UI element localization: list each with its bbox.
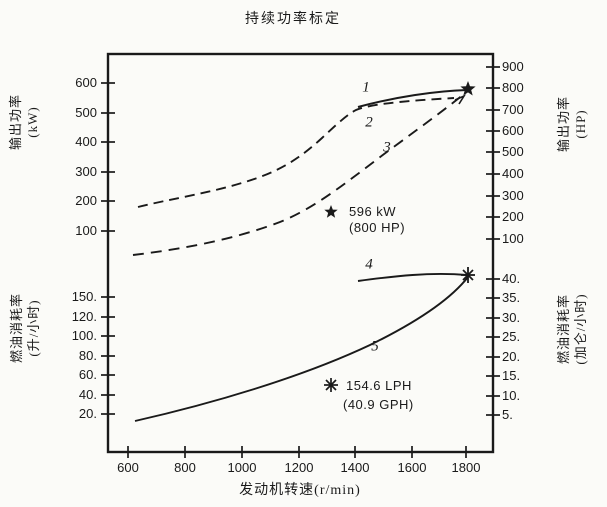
- plot-frame: [106, 52, 495, 454]
- tick-label-left_power-5: 100: [75, 223, 97, 238]
- tick-label-right_power-2: 700: [502, 102, 524, 117]
- tick-label-right_fuel-1: 35.: [502, 290, 521, 305]
- tick-label-right_power-5: 400: [502, 166, 524, 181]
- axis-title-left-fuel-name: 燃油消耗率: [9, 293, 24, 364]
- legend-star-icon: [324, 205, 338, 218]
- curve-4-label: 4: [365, 256, 373, 273]
- tick-label-x-3: 1200: [284, 460, 314, 475]
- curve-5-solid: [134, 276, 469, 422]
- tick-label-right_fuel-7: 5.: [502, 407, 513, 422]
- tick-label-right_fuel-6: 10.: [502, 388, 521, 403]
- tick-label-left_fuel-2: 100.: [71, 328, 97, 343]
- fuel-rating-alt-value: (40.9 GPH): [343, 397, 414, 412]
- tick-label-left_fuel-5: 40.: [78, 387, 97, 402]
- tick-label-x-5: 1600: [397, 460, 427, 475]
- power-rating-value: 596 kW: [349, 204, 397, 219]
- tick-label-right_fuel-4: 20.: [502, 349, 521, 364]
- legend-asterisk-icon: [324, 378, 338, 392]
- curve-2-label: 2: [365, 114, 373, 131]
- tick-label-x-6: 1800: [451, 460, 481, 475]
- tick-marks: [101, 66, 500, 458]
- tick-label-left_fuel-6: 20.: [78, 406, 97, 421]
- tick-label-x-2: 1000: [227, 460, 257, 475]
- tick-label-left_power-3: 300: [75, 164, 97, 179]
- tick-label-left_fuel-0: 150.: [71, 289, 97, 304]
- tick-label-right_power-1: 800: [502, 80, 524, 95]
- curve-1-solid: [357, 89, 468, 108]
- curve-3-label: 3: [383, 139, 391, 156]
- tick-label-right_power-7: 200: [502, 209, 524, 224]
- curve-3-dashed: [132, 93, 465, 256]
- tick-label-right_fuel-2: 30.: [502, 310, 521, 325]
- axis-title-right-power-unit: (HP): [573, 109, 588, 139]
- tick-label-left_power-2: 400: [75, 134, 97, 149]
- tick-label-x-4: 1400: [340, 460, 370, 475]
- star-marker-icon: [460, 81, 476, 96]
- tick-label-left_power-1: 500: [75, 105, 97, 120]
- tick-label-right_fuel-0: 40.: [502, 271, 521, 286]
- tick-label-left_power-4: 200: [75, 193, 97, 208]
- tick-label-right_power-3: 600: [502, 123, 524, 138]
- tick-label-right_power-8: 100: [502, 231, 524, 246]
- tick-label-right_fuel-3: 25.: [502, 329, 521, 344]
- fuel-rating-value: 154.6 LPH: [346, 378, 412, 393]
- tick-label-x-0: 600: [117, 460, 139, 475]
- tick-label-right_power-6: 300: [502, 188, 524, 203]
- tick-label-left_fuel-1: 120.: [71, 309, 97, 324]
- curve-5-label: 5: [371, 338, 379, 355]
- tick-label-left_power-0: 600: [75, 75, 97, 90]
- curve-1-label: 1: [362, 79, 370, 96]
- tick-label-right_power-0: 900: [502, 59, 524, 74]
- tick-label-x-1: 800: [174, 460, 196, 475]
- asterisk-marker-icon: [461, 267, 475, 283]
- tick-label-right_power-4: 500: [502, 144, 524, 159]
- axis-title-right-fuel-unit: (加仑/小时): [573, 293, 588, 365]
- axis-title-left-power-name: 输出功率: [8, 94, 23, 151]
- tick-label-left_fuel-3: 80.: [78, 348, 97, 363]
- tick-label-left_fuel-4: 60.: [78, 367, 97, 382]
- axis-title-left-power: 输出功率 (kW): [7, 52, 41, 192]
- curve-2-dashed: [137, 97, 455, 208]
- tick-label-right_fuel-5: 15.: [502, 368, 521, 383]
- curve-4-solid: [357, 273, 468, 282]
- chart-title: 持续功率标定: [245, 12, 341, 27]
- power-rating-alt-value: (800 HP): [349, 220, 406, 235]
- axis-title-x: 发动机转速(r/min): [239, 483, 361, 498]
